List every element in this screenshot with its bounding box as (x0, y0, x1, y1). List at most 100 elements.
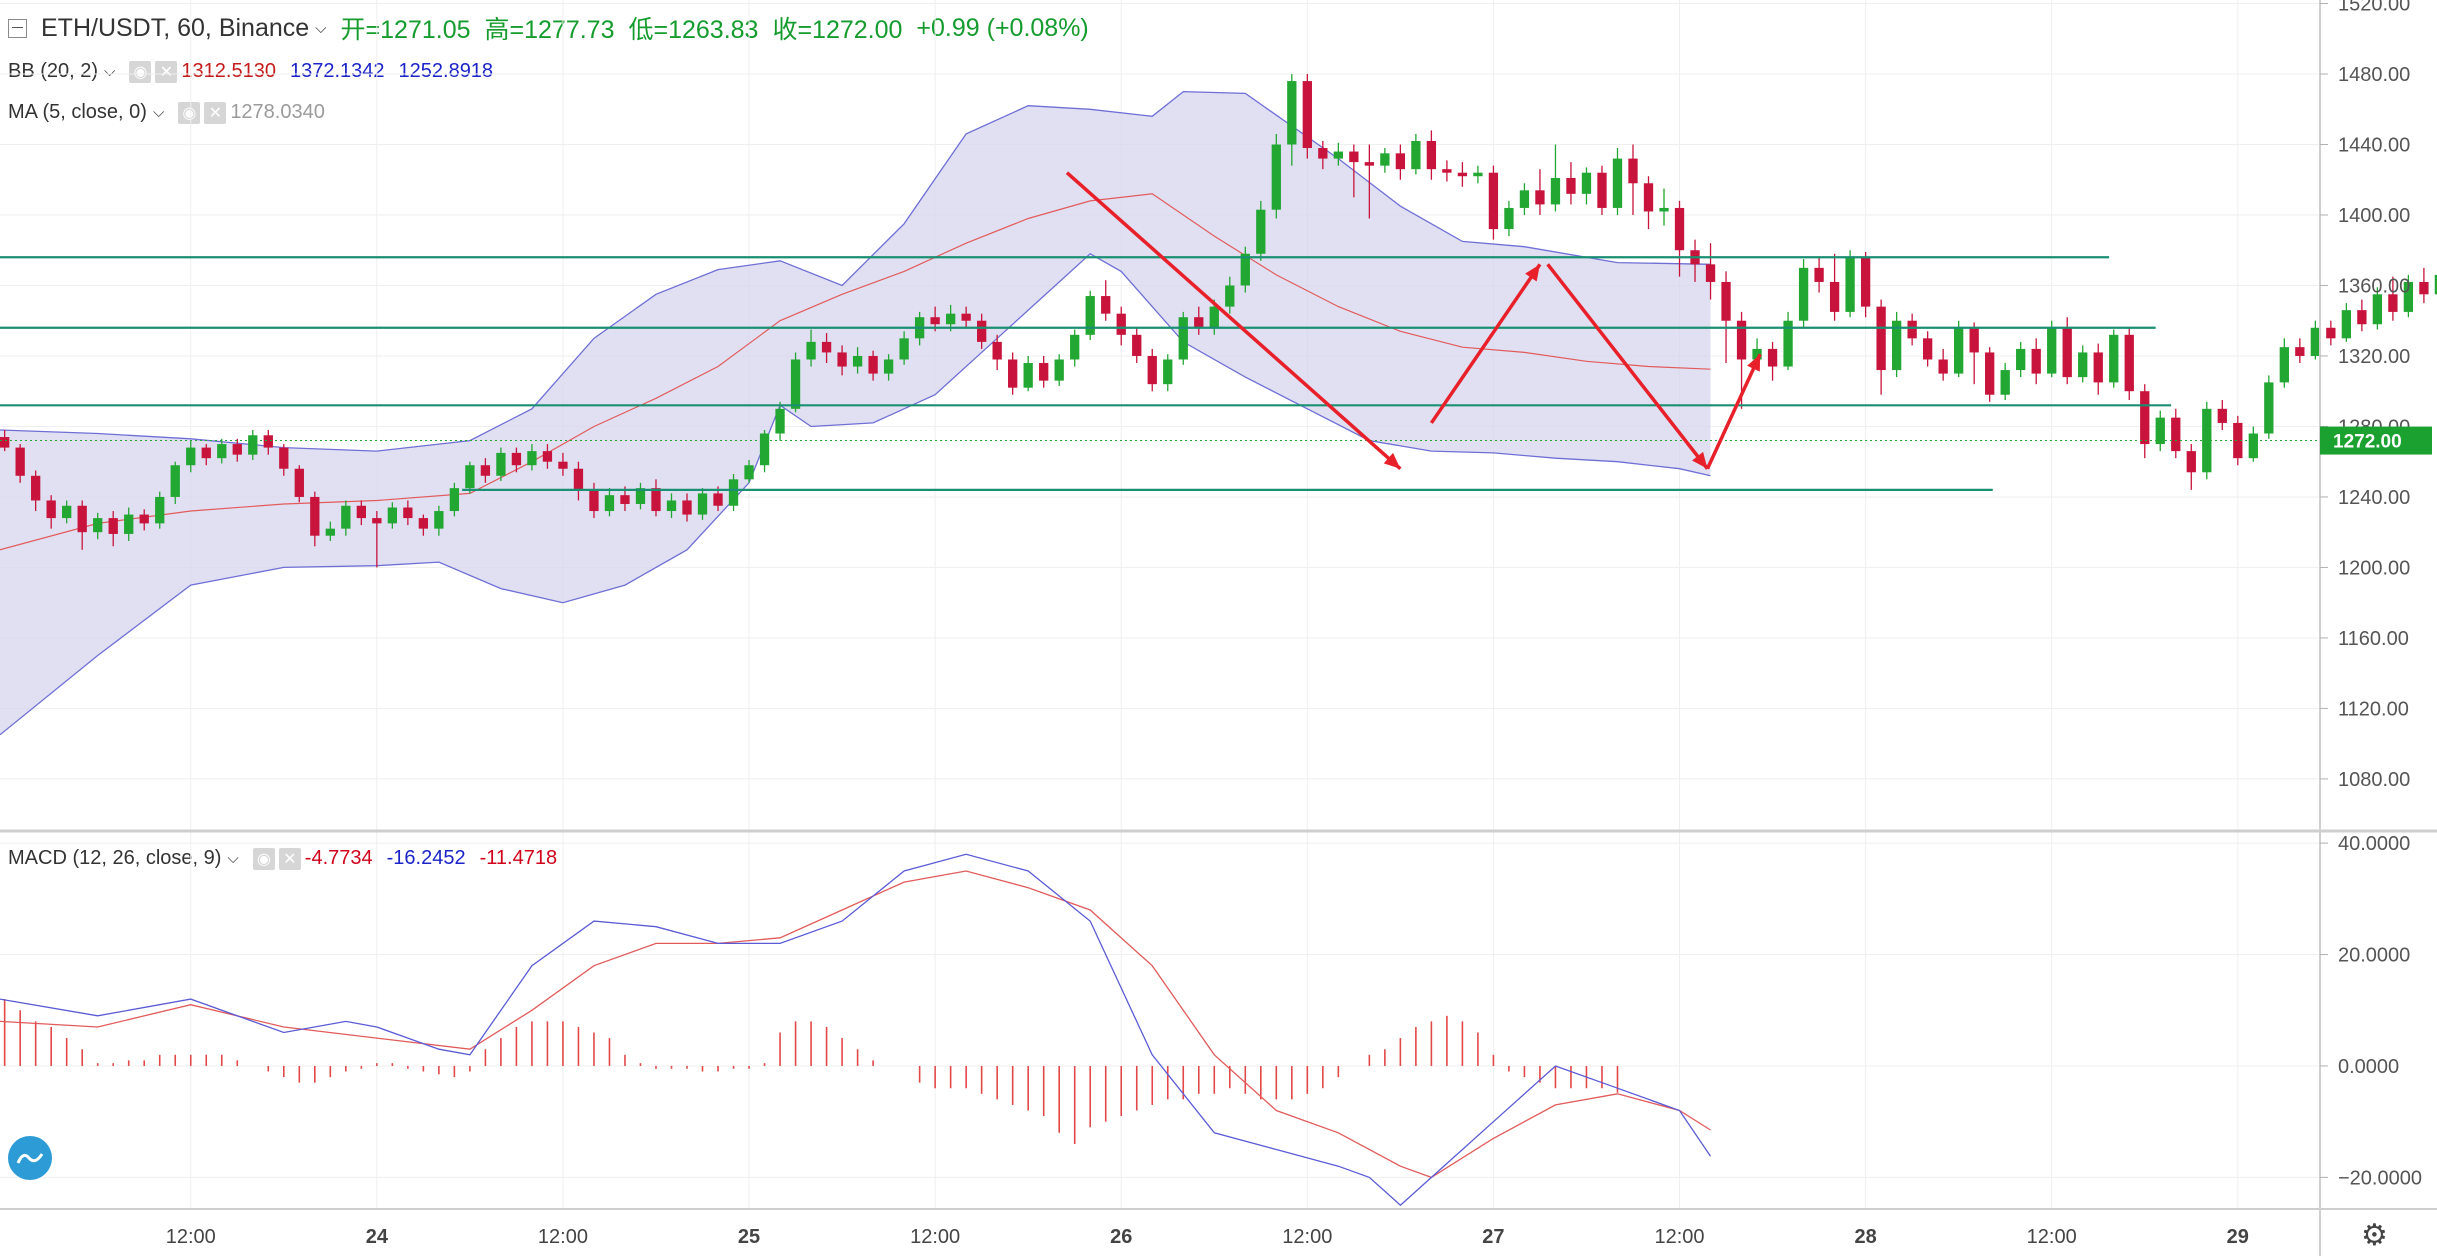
candle-body (527, 451, 537, 466)
time-tick-label: 12:00 (166, 1226, 216, 1248)
last-price-label: 1272.00 (2333, 432, 2402, 453)
trend-arrow-line (1546, 263, 1709, 470)
candle-body (1860, 257, 1871, 307)
candle-body (2279, 347, 2289, 383)
candle-body (790, 359, 801, 409)
candle-body (1643, 183, 1654, 212)
price-tick-label: 1320.00 (2338, 346, 2410, 368)
candle-body (666, 500, 677, 512)
macd-tick-label: −20.0000 (2338, 1167, 2422, 1189)
candle-body (2403, 281, 2414, 312)
trend-arrow-line (1705, 353, 1762, 470)
candle-body (1659, 207, 1669, 212)
candle-body (2434, 274, 2437, 295)
candle-body (93, 518, 103, 533)
candle-body (2388, 294, 2398, 312)
macd-label[interactable]: MACD (12, 26, close, 9) (8, 847, 222, 869)
candle-body (1333, 151, 1343, 159)
bb-label[interactable]: BB (20, 2) (8, 60, 99, 82)
symbol-title[interactable]: ETH/USDT, 60, Binance (41, 13, 310, 42)
candle-body (1473, 172, 1483, 177)
high-value: 高=1277.73 (484, 16, 615, 44)
candle-body (2016, 348, 2026, 371)
ma-label[interactable]: MA (5, close, 0) (8, 101, 147, 123)
eye-icon[interactable]: ◉ (252, 847, 275, 870)
candle-body (248, 435, 258, 455)
candle-body (682, 500, 692, 515)
macd-line-value: -16.2452 (386, 847, 466, 869)
candle-body (186, 447, 196, 466)
candle-body (108, 518, 118, 534)
macd-tick-label: 0.0000 (2338, 1056, 2399, 1078)
close-icon[interactable]: ✕ (278, 847, 301, 870)
candle-body (310, 496, 320, 536)
close-icon[interactable]: ✕ (155, 60, 178, 83)
candle-body (1891, 320, 1902, 371)
candle-body (31, 475, 41, 501)
candle-body (1519, 190, 1530, 208)
candle-body (620, 495, 630, 504)
candle-body (1783, 320, 1793, 367)
price-tick-label: 1360.00 (2338, 275, 2410, 297)
candle-body (977, 320, 987, 342)
candle-body (325, 528, 335, 536)
candle-body (2062, 327, 2072, 378)
candle-body (1938, 359, 1948, 374)
low-value: 低=1263.83 (628, 16, 759, 44)
candle-body (1736, 320, 1747, 360)
candle-body (992, 341, 1002, 360)
macd-signal-line (0, 870, 1711, 1179)
chevron-down-icon[interactable]: ⌵ (104, 63, 116, 80)
chevron-down-icon[interactable]: ⌵ (152, 104, 165, 121)
candle-body (2000, 370, 2010, 395)
eye-icon[interactable]: ◉ (129, 60, 152, 83)
candle-body (1829, 281, 1840, 312)
candle-body (1612, 158, 1623, 208)
candle-body (496, 452, 506, 476)
trend-arrowhead (1383, 452, 1401, 469)
candle-body (1907, 320, 1917, 339)
chevron-down-icon[interactable]: ⌵ (227, 850, 239, 867)
candle-body (155, 496, 165, 524)
candle-body (697, 493, 708, 515)
candle-body (2341, 310, 2352, 339)
tradingview-logo-icon[interactable] (8, 1136, 52, 1180)
time-tick-label: 24 (366, 1226, 389, 1248)
candle-body (356, 505, 366, 519)
collapse-toggle-icon[interactable] (8, 18, 27, 38)
candle-body (1147, 355, 1157, 385)
bb-upper-line (0, 90, 1711, 452)
candle-body (1504, 207, 1514, 230)
close-icon[interactable]: ✕ (204, 101, 227, 124)
candle-body (1985, 352, 1995, 395)
candle-body (542, 451, 553, 462)
time-tick-label: 27 (1482, 1226, 1504, 1248)
macd-legend: MACD (12, 26, close, 9) ⌵ ◉ ✕ -4.7734 -1… (8, 847, 571, 870)
candle-body (1488, 172, 1499, 230)
candle-body (1225, 285, 1235, 307)
candle-body (1581, 172, 1592, 194)
candle-body (1798, 267, 1809, 321)
candle-body (713, 493, 723, 506)
candle-body (821, 341, 832, 353)
candle-body (1721, 281, 1731, 321)
open-value: 开=1271.05 (340, 16, 471, 44)
candle-body (2248, 433, 2258, 459)
candle-body (1256, 209, 1266, 254)
candle-body (1752, 348, 1762, 360)
chevron-down-icon[interactable]: ⌵ (315, 19, 327, 37)
candle-body (341, 505, 351, 529)
candle-body (558, 461, 568, 469)
candle-body (2140, 391, 2150, 445)
candle-body (2171, 417, 2181, 452)
bb-lower-line (0, 253, 1711, 736)
candle-body (589, 489, 599, 512)
gear-icon[interactable]: ⚙ (2361, 1219, 2388, 1252)
candle-body (1597, 172, 1607, 208)
candle-body (15, 447, 25, 476)
eye-icon[interactable]: ◉ (178, 101, 201, 124)
candle-body (1070, 334, 1080, 360)
candle-body (1814, 267, 1824, 282)
price-tick-label: 1160.00 (2338, 628, 2409, 650)
